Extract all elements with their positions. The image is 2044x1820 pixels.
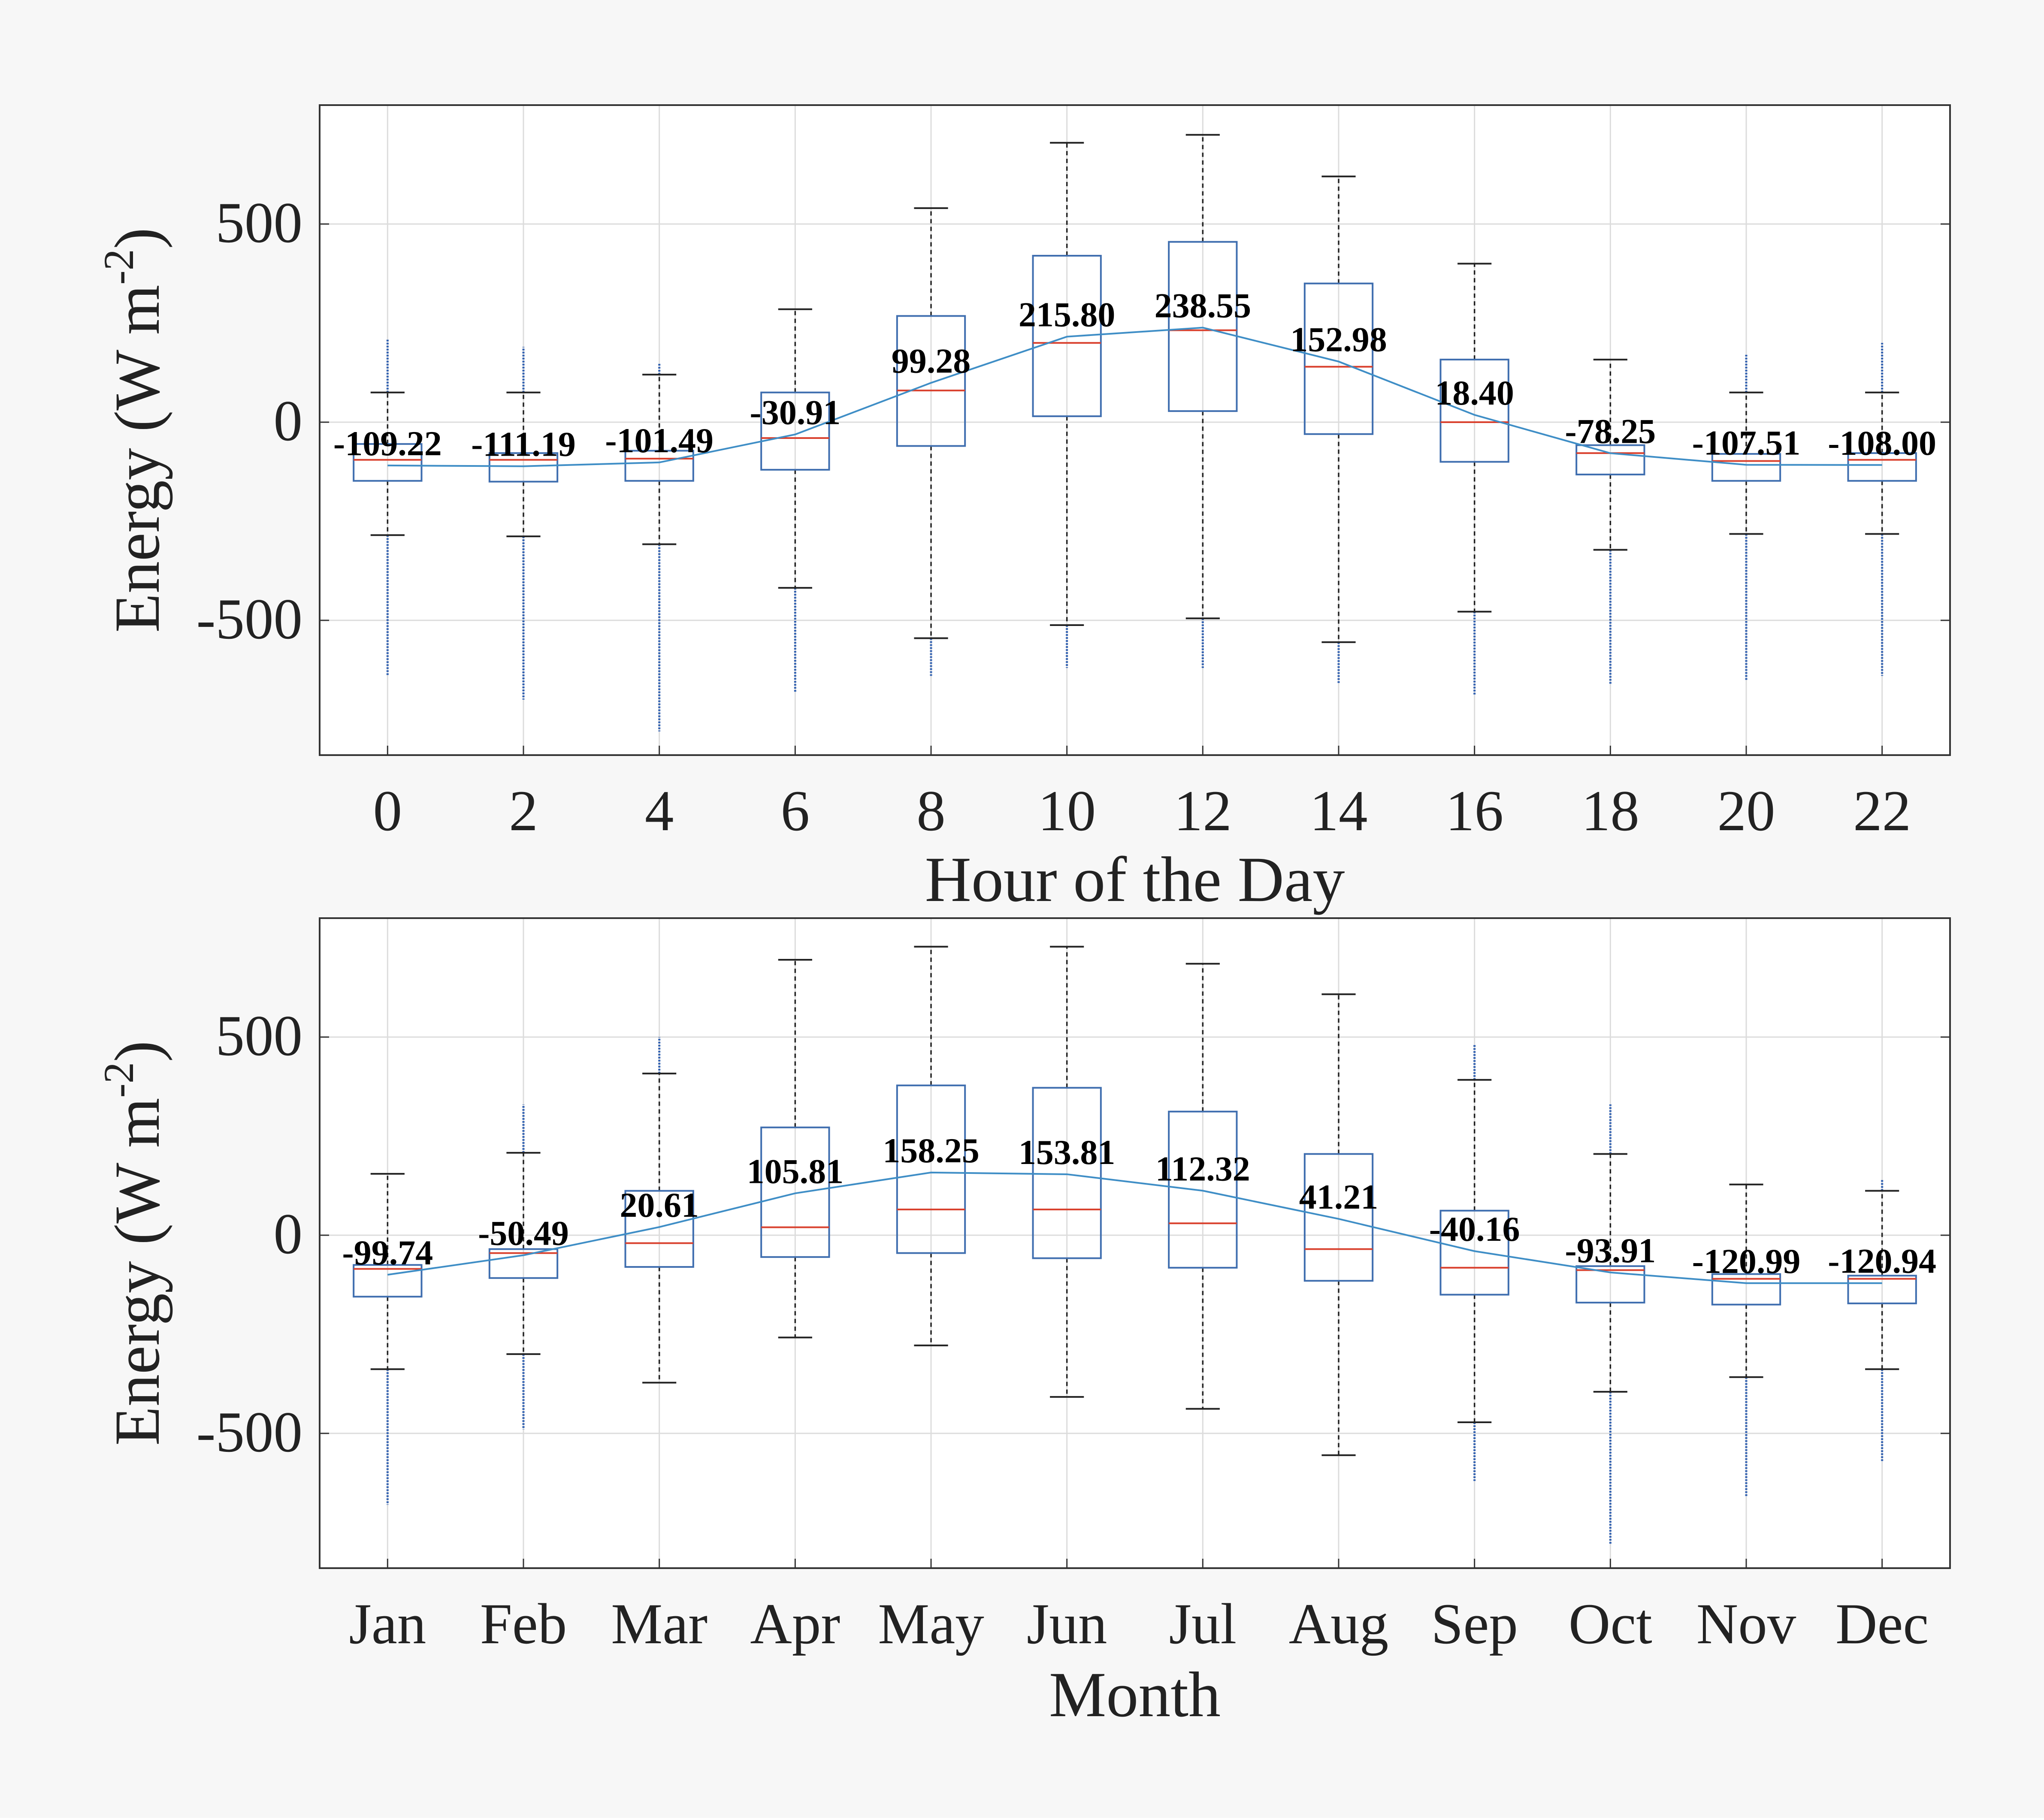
y-axis-label-main: Energy (W m [102,1098,173,1446]
box [760,1126,830,1258]
x-tick-label: Jul [1169,1592,1237,1656]
box [1711,1273,1781,1306]
x-tick-label: May [878,1592,984,1656]
mean-data-label: 99.28 [892,341,971,380]
x-tick-label: 16 [1445,779,1503,843]
mean-line [387,1171,1882,1284]
mean-data-label: -120.94 [1828,1242,1936,1281]
x-tick-label: Apr [750,1592,840,1656]
box [488,1248,559,1279]
x-tick-label: Dec [1835,1592,1929,1656]
mean-data-label: 158.25 [883,1131,980,1170]
x-tick-label: Nov [1696,1592,1796,1656]
mean-data-label: -101.49 [605,421,714,460]
box [1847,1275,1917,1304]
mean-data-label: -108.00 [1828,423,1936,463]
mean-data-label: -111.19 [471,425,576,464]
x-tick-label: Feb [480,1592,567,1656]
mean-data-label: -109.22 [333,424,442,463]
plot-area [320,105,1950,755]
x-tick-label: 14 [1310,779,1368,843]
x-axis-label: Hour of the Day [925,844,1345,915]
x-tick-label: 20 [1717,779,1775,843]
mean-data-label: -99.74 [342,1233,433,1272]
chart-panel-2: -500 0 500 Jan Feb Mar Apr May Jun Jul Aug Sep Oct No… [95,917,1951,1730]
y-tick-label: -500 [197,1400,302,1464]
x-tick-label: Oct [1569,1592,1652,1656]
mean-data-label: -78.25 [1565,411,1656,450]
mean-data-label: 215.80 [1019,295,1116,334]
mean-data-label: 153.81 [1019,1133,1116,1172]
box [1439,1209,1509,1296]
mean-data-label: 18.40 [1435,373,1514,412]
y-axis-label-close: ) [102,1040,173,1062]
mean-line [387,327,1882,467]
box [1575,444,1645,475]
x-tick-label: Mar [611,1592,708,1656]
x-tick-label: 10 [1038,779,1096,843]
chart-panel-1: -500 0 500 0 2 4 6 8 10 12 14 16 18 20 22 -109.22 -111.1… [95,104,1951,915]
x-tick-label: 6 [781,779,810,843]
y-tick-label: -500 [197,587,302,651]
box [624,450,694,482]
x-tick-label: 18 [1581,779,1639,843]
x-tick-label: Jan [349,1592,426,1656]
mean-data-label: 105.81 [747,1152,844,1191]
box [1575,1265,1645,1304]
mean-data-label: 112.32 [1155,1149,1250,1188]
box [760,391,830,471]
box [1303,282,1374,435]
box [1168,1110,1238,1269]
mean-data-label: -50.49 [478,1214,569,1253]
box [1847,452,1917,482]
mean-data-label: 41.21 [1299,1177,1379,1216]
mean-data-label: -120.99 [1692,1242,1801,1281]
mean-data-label: 238.55 [1155,286,1252,325]
box [1032,255,1102,417]
plot-area [320,918,1950,1568]
mean-data-label: 152.98 [1290,320,1387,359]
y-axis-label-close: ) [102,227,173,249]
y-tick-label: 0 [274,1202,303,1266]
box [1439,359,1509,463]
x-tick-label: Jun [1027,1592,1107,1656]
mean-data-label: -107.51 [1692,423,1801,462]
y-axis-label: Energy (W m-2) [95,227,173,632]
x-axis-label: Month [1049,1659,1221,1730]
box [1303,1153,1374,1282]
box [1711,453,1781,482]
x-tick-label: 12 [1174,779,1232,843]
x-tick-label: 8 [916,779,946,843]
box [353,443,423,482]
box [896,315,966,447]
plot-frame [319,104,1951,756]
box [488,452,559,483]
y-axis-label-superscript: -2 [95,1062,142,1097]
y-axis-label: Energy (W m-2) [95,1040,173,1445]
y-tick-label: 500 [216,1004,303,1068]
x-tick-label: Aug [1289,1592,1389,1656]
y-tick-label: 0 [274,389,303,453]
y-tick-label: 500 [216,191,303,255]
x-tick-label: 2 [509,779,538,843]
mean-data-label: -93.91 [1565,1231,1656,1270]
x-tick-label: 4 [645,779,674,843]
x-tick-label: Sep [1431,1592,1518,1656]
box [624,1190,694,1268]
y-axis-label-superscript: -2 [95,249,142,284]
x-tick-label: 0 [373,779,402,843]
box [1168,241,1238,412]
mean-data-label: -40.16 [1429,1209,1520,1249]
x-tick-label: 22 [1853,779,1911,843]
mean-data-label: -30.91 [750,393,841,432]
y-axis-label-main: Energy (W m [102,285,173,633]
plot-frame [319,917,1951,1569]
mean-data-label: 20.61 [620,1185,699,1224]
box [896,1084,966,1254]
box [353,1264,423,1298]
